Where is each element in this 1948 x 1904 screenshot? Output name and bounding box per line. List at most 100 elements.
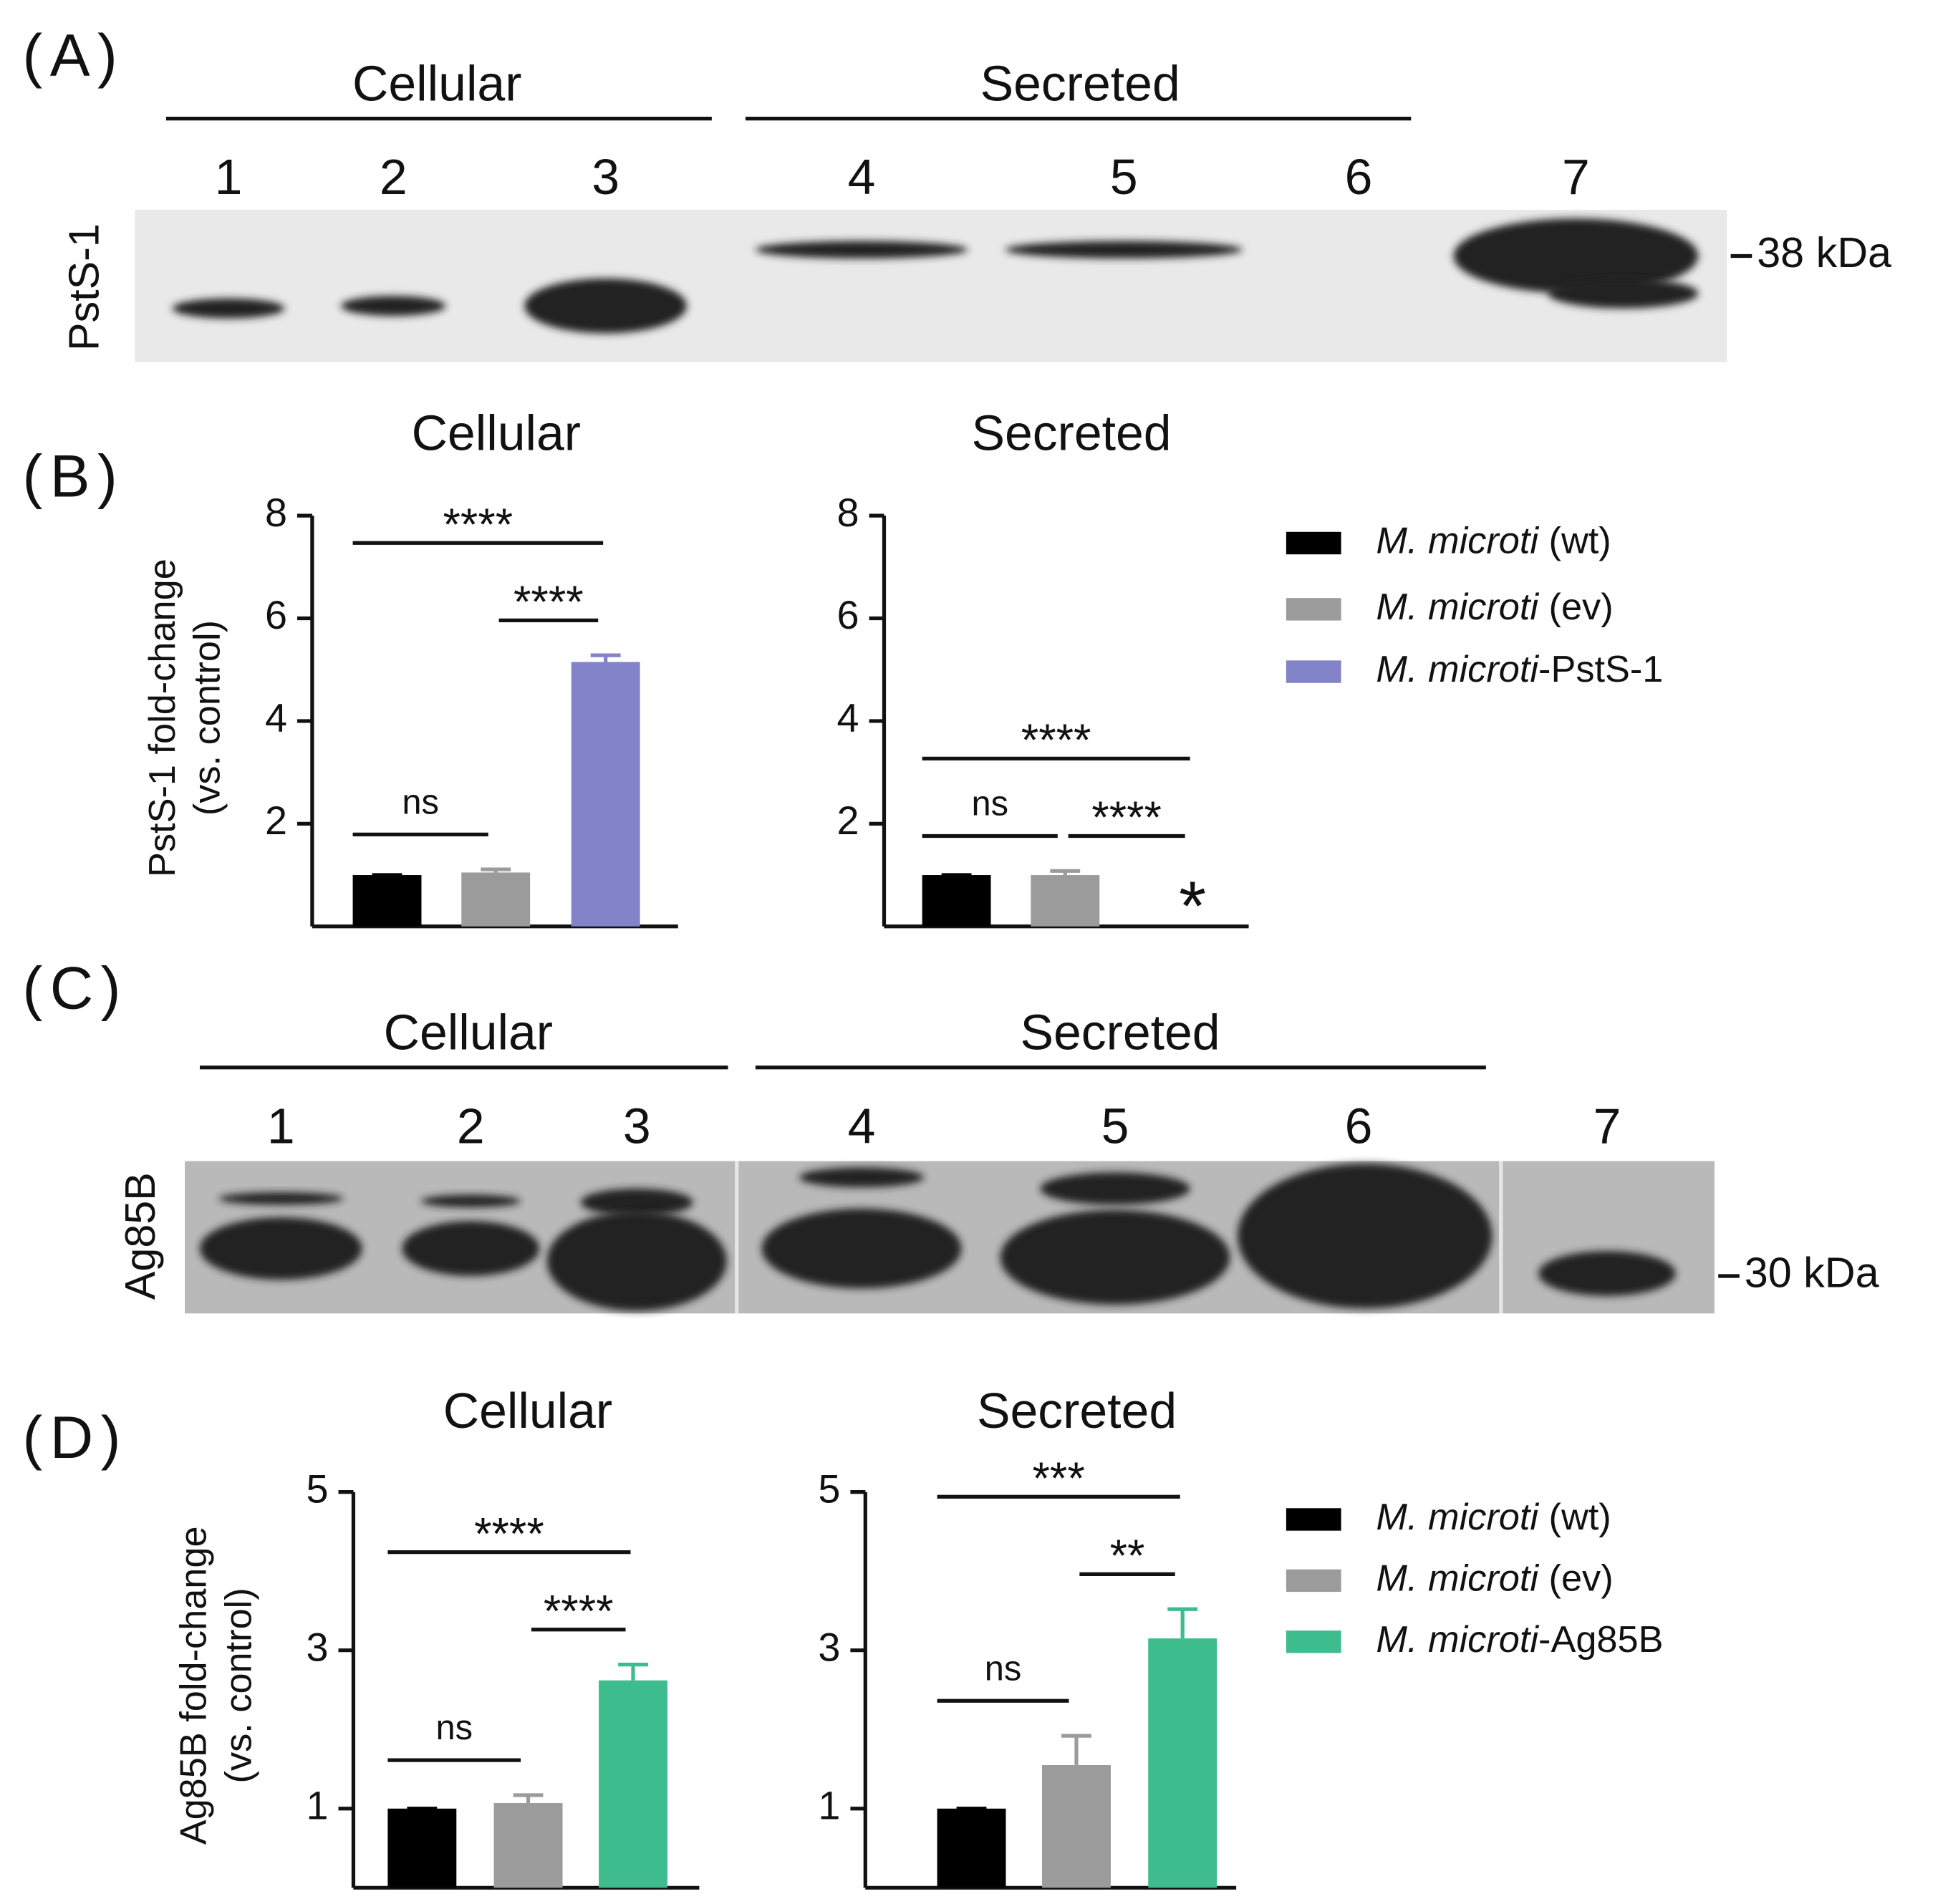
size-marker: 38 kDa bbox=[1757, 228, 1891, 276]
panel-title: Cellular bbox=[443, 1383, 612, 1439]
lane-label: 5 bbox=[1110, 149, 1138, 205]
size-marker: 30 kDa bbox=[1745, 1249, 1879, 1297]
bracket-label: **** bbox=[1091, 793, 1162, 843]
band bbox=[755, 241, 968, 258]
bracket-label: **** bbox=[544, 1586, 614, 1636]
lane-label: 7 bbox=[1593, 1098, 1621, 1154]
legend-label: M. microti (ev) bbox=[1376, 586, 1613, 628]
y-tick-label: 3 bbox=[818, 1624, 840, 1669]
band bbox=[1000, 1209, 1230, 1305]
lane-label: 1 bbox=[215, 149, 243, 205]
y-tick-label: 4 bbox=[837, 695, 859, 740]
legend-label: M. microti-PstS-1 bbox=[1376, 649, 1663, 690]
y-tick-label: 6 bbox=[837, 592, 859, 637]
legend-label: M. microti (ev) bbox=[1376, 1557, 1613, 1599]
band bbox=[1005, 241, 1243, 258]
panel-label: (B) bbox=[22, 442, 125, 509]
protein-label: Ag85B bbox=[116, 1172, 164, 1300]
lane-label: 6 bbox=[1345, 149, 1373, 205]
bar bbox=[1148, 1638, 1218, 1888]
band bbox=[1237, 1164, 1493, 1309]
band bbox=[1453, 218, 1699, 294]
lane-label: 2 bbox=[457, 1098, 485, 1154]
bracket-label: **** bbox=[513, 577, 584, 627]
bar bbox=[461, 872, 531, 927]
y-tick-label: 3 bbox=[307, 1624, 329, 1669]
bar bbox=[937, 1808, 1006, 1888]
bracket-label: **** bbox=[474, 1509, 544, 1559]
protein-label: PstS-1 bbox=[60, 223, 108, 351]
bar bbox=[493, 1803, 563, 1888]
legend-swatch bbox=[1286, 531, 1341, 555]
legend-swatch bbox=[1286, 1630, 1341, 1653]
legend-label: M. microti-Ag85B bbox=[1376, 1619, 1663, 1661]
band bbox=[799, 1167, 925, 1188]
group-label: Cellular bbox=[352, 55, 521, 111]
y-tick-label: 5 bbox=[818, 1466, 840, 1511]
y-axis-label: (vs. control) bbox=[187, 620, 228, 816]
y-tick-label: 1 bbox=[307, 1783, 329, 1828]
y-tick-label: 2 bbox=[837, 798, 859, 843]
bracket-label: *** bbox=[1032, 1454, 1084, 1504]
panel-title: Cellular bbox=[412, 405, 581, 461]
legend-swatch bbox=[1286, 598, 1341, 621]
lane-label: 3 bbox=[592, 149, 619, 205]
bracket-label: ns bbox=[402, 783, 439, 821]
band bbox=[1548, 278, 1699, 309]
bar bbox=[599, 1680, 667, 1888]
lane-label: 4 bbox=[848, 1098, 876, 1154]
band bbox=[218, 1192, 344, 1205]
bracket-label: ns bbox=[971, 785, 1008, 823]
group-label: Secreted bbox=[1020, 1005, 1220, 1060]
y-tick-label: 5 bbox=[307, 1466, 329, 1511]
legend-swatch bbox=[1286, 1569, 1341, 1593]
lane-label: 2 bbox=[380, 149, 408, 205]
band bbox=[199, 1217, 362, 1280]
bar bbox=[1031, 875, 1100, 927]
panel-label: (D) bbox=[22, 1403, 128, 1471]
bar bbox=[571, 662, 640, 927]
band bbox=[546, 1211, 727, 1311]
panel-title: Secreted bbox=[971, 405, 1171, 461]
band bbox=[420, 1194, 521, 1208]
bracket-label: ** bbox=[1110, 1531, 1145, 1581]
band bbox=[761, 1208, 962, 1289]
group-label: Secreted bbox=[980, 55, 1180, 111]
band bbox=[341, 296, 446, 316]
bracket-label: **** bbox=[1021, 715, 1091, 765]
band bbox=[524, 278, 687, 334]
bracket-label: **** bbox=[443, 500, 513, 550]
y-tick-label: 4 bbox=[265, 695, 287, 740]
bracket-label: ns bbox=[435, 1709, 473, 1747]
lane-label: 6 bbox=[1345, 1098, 1373, 1154]
annotation: * bbox=[1179, 867, 1206, 945]
y-tick-label: 6 bbox=[265, 592, 287, 637]
lane-label: 1 bbox=[267, 1098, 295, 1154]
lane-label: 3 bbox=[623, 1098, 651, 1154]
bracket-label: ns bbox=[985, 1649, 1022, 1688]
y-axis-label: Ag85B fold-change bbox=[173, 1526, 215, 1845]
lane-label: 4 bbox=[848, 149, 876, 205]
lane-label: 5 bbox=[1101, 1098, 1129, 1154]
blot bbox=[135, 209, 1727, 362]
group-label: Cellular bbox=[384, 1005, 553, 1060]
y-tick-label: 2 bbox=[265, 798, 287, 843]
panel-title: Secreted bbox=[977, 1383, 1177, 1439]
legend-swatch bbox=[1286, 660, 1341, 683]
y-axis-label: PstS-1 fold-change bbox=[142, 559, 183, 877]
bar bbox=[352, 875, 422, 927]
band bbox=[580, 1188, 693, 1217]
y-tick-label: 1 bbox=[818, 1783, 840, 1828]
panel-label: (A) bbox=[22, 21, 125, 89]
panel-label: (C) bbox=[22, 954, 128, 1021]
lane-label: 7 bbox=[1562, 149, 1590, 205]
y-tick-label: 8 bbox=[837, 490, 859, 535]
y-tick-label: 8 bbox=[265, 490, 287, 535]
bar bbox=[1042, 1764, 1111, 1888]
legend-label: M. microti (wt) bbox=[1376, 520, 1611, 561]
band bbox=[1538, 1251, 1676, 1296]
y-axis-label: (vs. control) bbox=[218, 1588, 259, 1783]
legend-swatch bbox=[1286, 1508, 1341, 1531]
